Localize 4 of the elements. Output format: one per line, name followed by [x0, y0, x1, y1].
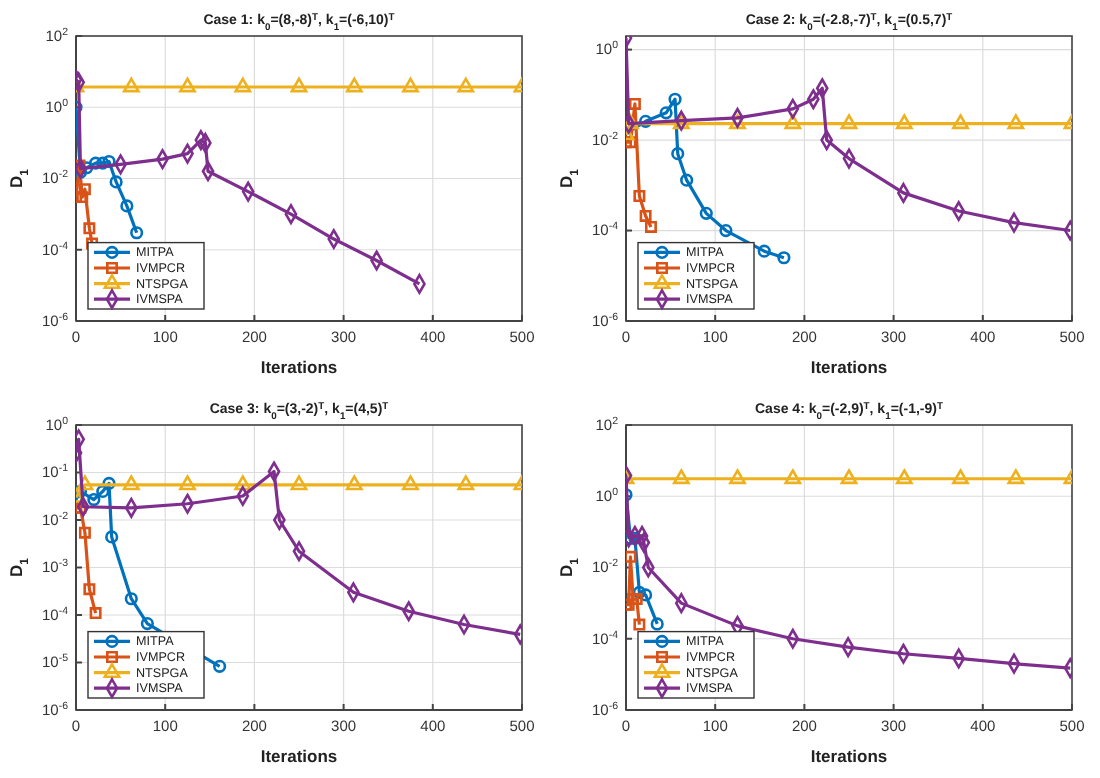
x-axis-title: Iterations [260, 357, 338, 377]
x-axis-title: Iterations [810, 357, 888, 377]
x-axis-title: Iterations [260, 746, 338, 766]
x-axis-title: Iterations [810, 746, 888, 766]
